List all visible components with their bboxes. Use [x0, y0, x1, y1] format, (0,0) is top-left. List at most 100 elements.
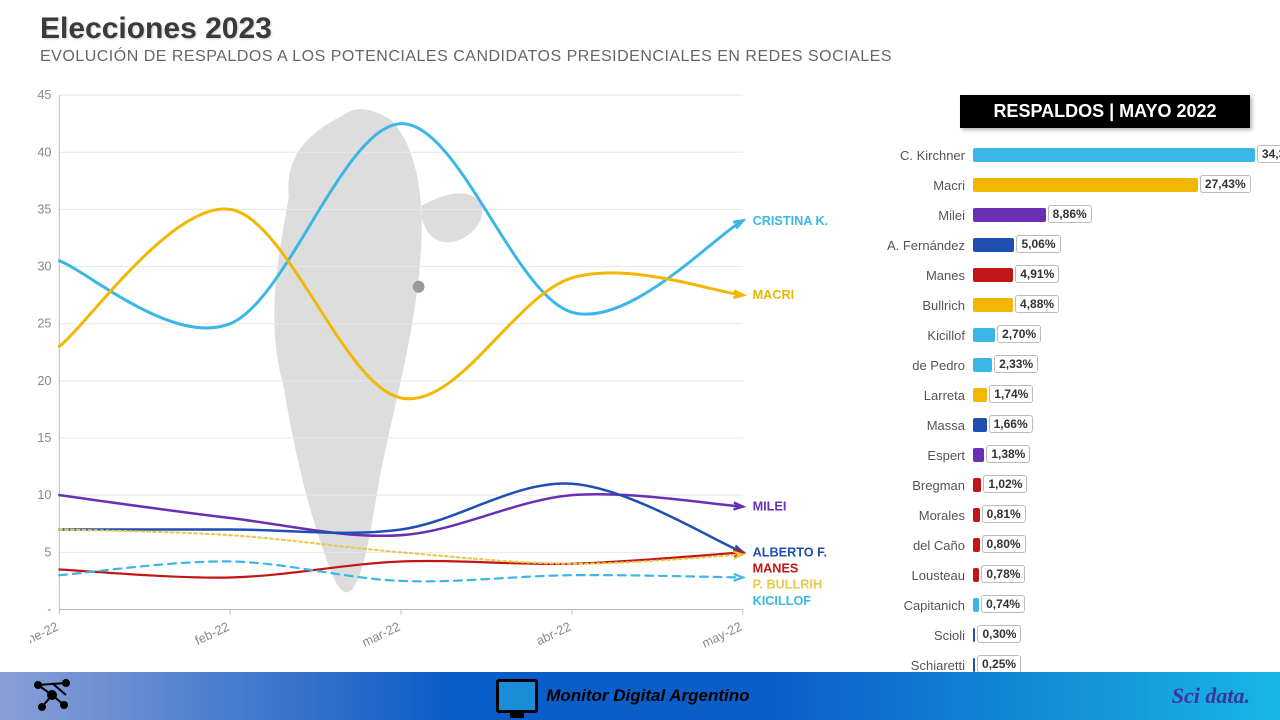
line-chart: 5 10 15 20 25 30 35 40 45 - ene-22 feb-22 mar-22 abr-…	[0, 85, 870, 670]
bar-fill	[973, 658, 975, 672]
bar-label: Capitanich	[870, 598, 973, 613]
bar-label: Morales	[870, 508, 973, 523]
bar-panel-title: RESPALDOS | MAYO 2022	[960, 95, 1250, 128]
bar-value: 34,38%	[1257, 145, 1280, 163]
bar-row: Espert 1,38%	[870, 442, 1260, 468]
bar-label: Scioli	[870, 628, 973, 643]
bar-value: 2,33%	[994, 355, 1038, 373]
bar-row: Milei 8,86%	[870, 202, 1260, 228]
bar-row: Manes4,91%	[870, 262, 1260, 288]
bar-fill	[973, 238, 1014, 252]
page-title: Elecciones 2023	[40, 12, 1280, 46]
bar-fill	[973, 418, 987, 432]
svg-text:MANES: MANES	[753, 560, 799, 575]
bar-label: Bullrich	[870, 298, 973, 313]
svg-text:35: 35	[37, 201, 51, 216]
network-icon	[30, 675, 74, 718]
bar-row: de Pedro 2,33%	[870, 352, 1260, 378]
bar-label: Lousteau	[870, 568, 973, 583]
bar-value: 2,70%	[997, 325, 1041, 343]
svg-text:P. BULLRIH: P. BULLRIH	[753, 576, 823, 591]
bar-value: 1,38%	[986, 445, 1030, 463]
bar-value: 0,81%	[982, 505, 1026, 523]
bar-row: Morales 0,81%	[870, 502, 1260, 528]
bar-label: Massa	[870, 418, 973, 433]
bar-row: Lousteau 0,78%	[870, 562, 1260, 588]
bar-label: Schiaretti	[870, 658, 973, 673]
bar-value: 1,66%	[989, 415, 1033, 433]
bar-label: Macri	[870, 178, 973, 193]
bar-fill	[973, 538, 980, 552]
bar-row: C. Kirchner34,38%	[870, 142, 1260, 168]
bar-fill	[973, 358, 992, 372]
svg-text:20: 20	[37, 373, 51, 388]
bar-fill	[973, 178, 1198, 192]
bar-value: 1,02%	[983, 475, 1027, 493]
bar-value: 0,80%	[982, 535, 1026, 553]
svg-text:KICILLOF: KICILLOF	[753, 593, 812, 608]
bar-row: Bregman 1,02%	[870, 472, 1260, 498]
bar-value: 0,78%	[981, 565, 1025, 583]
bar-row: Scioli 0,30%	[870, 622, 1260, 648]
bar-label: Bregman	[870, 478, 973, 493]
bar-row: Capitanich 0,74%	[870, 592, 1260, 618]
bar-label: Manes	[870, 268, 973, 283]
bar-label: del Caño	[870, 538, 973, 553]
bar-value: 0,30%	[977, 625, 1021, 643]
bar-fill	[973, 388, 987, 402]
bar-label: Espert	[870, 448, 973, 463]
bar-value: 8,86%	[1048, 205, 1092, 223]
svg-text:mar-22: mar-22	[360, 619, 403, 650]
svg-text:ALBERTO F.: ALBERTO F.	[753, 544, 827, 559]
bar-fill	[973, 568, 979, 582]
svg-text:feb-22: feb-22	[193, 619, 232, 649]
footer-center-text: Monitor Digital Argentino	[546, 686, 749, 706]
bar-fill	[973, 298, 1013, 312]
svg-text:40: 40	[37, 144, 51, 159]
bar-label: C. Kirchner	[870, 148, 973, 163]
bar-label: A. Fernández	[870, 238, 973, 253]
svg-text:10: 10	[37, 487, 51, 502]
svg-text:abr-22: abr-22	[534, 619, 573, 649]
svg-text:5: 5	[44, 544, 51, 559]
bar-label: Milei	[870, 208, 973, 223]
bar-fill	[973, 508, 980, 522]
svg-text:15: 15	[37, 430, 51, 445]
svg-text:45: 45	[37, 87, 51, 102]
bar-value: 5,06%	[1016, 235, 1060, 253]
svg-text:25: 25	[37, 316, 51, 331]
svg-text:30: 30	[37, 258, 51, 273]
page-subtitle: EVOLUCIÓN DE RESPALDOS A LOS POTENCIALES…	[40, 48, 1280, 66]
bar-fill	[973, 268, 1013, 282]
svg-text:CRISTINA K.: CRISTINA K.	[753, 213, 829, 228]
svg-text:-: -	[47, 601, 51, 616]
bar-value: 0,25%	[977, 655, 1021, 673]
footer-right-text: Sci data.	[1172, 683, 1250, 709]
svg-text:MACRI: MACRI	[753, 287, 795, 302]
bar-fill	[973, 598, 979, 612]
bar-row: Bullrich 4,88%	[870, 292, 1260, 318]
bar-label: Larreta	[870, 388, 973, 403]
bar-fill	[973, 448, 984, 462]
bar-row: Macri 27,43%	[870, 172, 1260, 198]
bar-row: Larreta 1,74%	[870, 382, 1260, 408]
bar-fill	[973, 148, 1255, 162]
bar-label: de Pedro	[870, 358, 973, 373]
bar-value: 0,74%	[981, 595, 1025, 613]
bar-value: 27,43%	[1200, 175, 1251, 193]
bar-value: 4,88%	[1015, 295, 1059, 313]
bar-fill	[973, 208, 1046, 222]
svg-text:may-22: may-22	[700, 619, 745, 651]
bar-label: Kicillof	[870, 328, 973, 343]
bar-fill	[973, 478, 981, 492]
bar-value: 1,74%	[989, 385, 1033, 403]
monitor-icon	[496, 679, 538, 713]
bar-row: del Caño 0,80%	[870, 532, 1260, 558]
bar-panel: RESPALDOS | MAYO 2022 C. Kirchner34,38%M…	[870, 85, 1280, 670]
svg-text:MILEI: MILEI	[753, 498, 787, 513]
bar-fill	[973, 328, 995, 342]
bar-row: A. Fernández 5,06%	[870, 232, 1260, 258]
bar-row: Massa 1,66%	[870, 412, 1260, 438]
bar-row: Kicillof 2,70%	[870, 322, 1260, 348]
svg-text:ene-22: ene-22	[30, 619, 61, 650]
